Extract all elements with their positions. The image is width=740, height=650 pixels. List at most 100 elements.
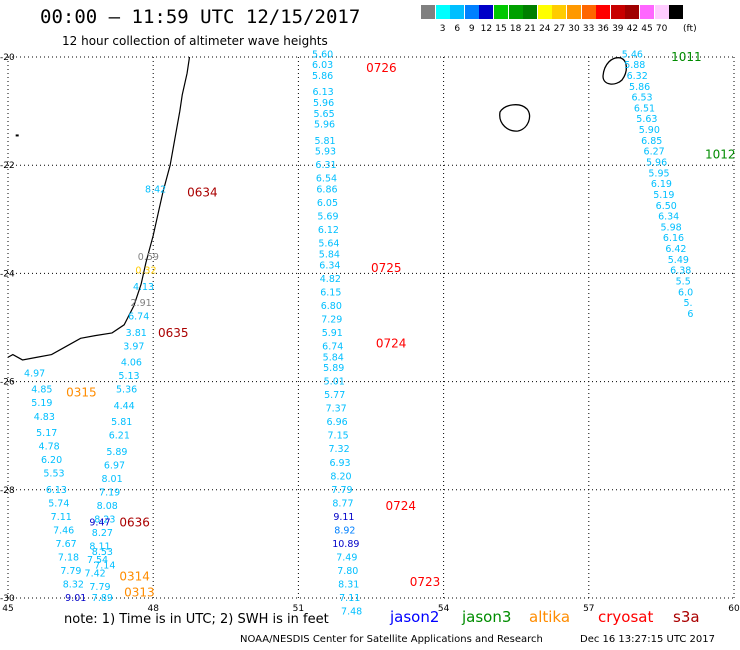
scale-label: 18 — [509, 24, 522, 34]
wave-height-value: 8.23 — [94, 515, 115, 526]
wave-height-value: 4.82 — [320, 274, 341, 285]
pass-label: 0315 — [66, 385, 97, 399]
wave-height-value: 6.50 — [656, 201, 677, 212]
lat-tick-label: -28 — [0, 486, 15, 496]
pass-label: 1012 — [705, 147, 736, 161]
scale-label: 39 — [612, 24, 624, 34]
scale-label: 36 — [597, 24, 609, 34]
wave-height-value: 6.53 — [631, 93, 652, 104]
wave-height-value: 6.19 — [651, 179, 672, 190]
scale-swatch — [537, 5, 552, 19]
lon-tick-label: 48 — [147, 604, 159, 614]
wave-height-value: 6.34 — [319, 260, 340, 271]
pass-label: 0724 — [376, 337, 407, 351]
wave-height-value: 6.21 — [109, 431, 130, 442]
wave-height-value: 5.19 — [31, 398, 52, 409]
wave-height-value: 2.91 — [131, 298, 152, 309]
wave-height-value: 7.29 — [321, 314, 342, 325]
wave-height-value: 7.67 — [56, 539, 77, 550]
wave-height-value: 7.79 — [331, 485, 352, 496]
legend-jason3: jason3 — [462, 608, 512, 626]
wave-height-value: 7.48 — [341, 607, 362, 618]
wave-height-value: 3.81 — [126, 328, 147, 339]
wave-height-value: 8.32 — [63, 579, 84, 590]
wave-height-value: 6.27 — [644, 147, 665, 158]
wave-height-value: 5.46 — [622, 49, 643, 60]
mauritius-island-outline — [602, 57, 628, 85]
wave-height-value: 5.89 — [323, 363, 344, 374]
wave-height-value: 6.12 — [318, 225, 339, 236]
wave-height-value: 6.97 — [104, 460, 125, 471]
wave-height-value: 6.74 — [128, 312, 149, 323]
scale-label: 9 — [468, 24, 475, 34]
wave-height-value: 5.95 — [648, 168, 669, 179]
wave-height-value: 7.14 — [94, 561, 115, 572]
wave-height-value: 4.06 — [121, 358, 142, 369]
scale-label: 15 — [495, 24, 507, 34]
lat-tick-label: -24 — [0, 269, 15, 279]
wave-height-value: 8.27 — [92, 528, 113, 539]
wave-height-value: 4.85 — [31, 385, 52, 396]
scale-label: 21 — [524, 24, 536, 34]
scale-swatch — [654, 5, 669, 19]
wave-height-value: 5.84 — [319, 249, 340, 260]
map-subtitle: 12 hour collection of altimeter wave hei… — [62, 34, 328, 48]
wave-height-value: 6.54 — [316, 174, 337, 185]
scale-swatch — [450, 5, 465, 19]
wave-height-value: 7.42 — [85, 569, 106, 580]
wave-height-value: 5.69 — [317, 212, 338, 223]
wave-height-value: 5.53 — [43, 469, 64, 480]
wave-height-value: 5.86 — [629, 82, 650, 93]
wave-height-value: 7.32 — [328, 444, 349, 455]
scale-label: 6 — [454, 24, 461, 34]
wave-height-value: 5.90 — [639, 125, 660, 136]
wave-height-value: 5.81 — [111, 417, 132, 428]
wave-height-value: 7.49 — [336, 552, 357, 563]
credit-line: NOAA/NESDIS Center for Satellite Applica… — [240, 634, 543, 645]
scale-swatch — [596, 5, 611, 19]
wave-height-value: 6.05 — [317, 198, 338, 209]
wave-height-value: 7.79 — [60, 566, 81, 577]
wave-height-value: 6.86 — [316, 185, 337, 196]
pass-label: 0635 — [158, 326, 189, 340]
scale-swatch — [625, 5, 640, 19]
wave-height-value: 8.42 — [145, 185, 166, 196]
pass-label: 1011 — [671, 50, 702, 64]
wave-height-value: 8.11 — [89, 542, 110, 553]
scale-swatch — [581, 5, 596, 19]
scale-label: 27 — [553, 24, 566, 34]
wave-height-value: 7.54 — [87, 555, 108, 566]
lat-tick-label: -20 — [0, 53, 15, 63]
lat-tick-label: -22 — [0, 161, 15, 171]
pass-label: 0726 — [366, 61, 397, 75]
wave-height-value: 3.97 — [123, 341, 144, 352]
wave-height-value: 6.16 — [663, 233, 684, 244]
legend-cryosat: cryosat — [598, 608, 654, 626]
wave-height-value: 6.80 — [321, 301, 342, 312]
wave-height-value: 5.65 — [313, 109, 334, 120]
scale-swatch — [479, 5, 494, 19]
scale-label: 70 — [655, 24, 668, 34]
legend-s3a: s3a — [673, 608, 700, 626]
scale-swatch — [669, 5, 684, 19]
wave-height-value: 9.11 — [333, 512, 354, 523]
wave-height-value: 9.01 — [65, 593, 86, 604]
wave-height-value: 5.63 — [636, 114, 657, 125]
wave-height-value: 6.15 — [320, 287, 341, 298]
pass-label: 0634 — [187, 185, 218, 199]
wave-height-value: 7.79 — [89, 582, 110, 593]
wave-height-value: 6.42 — [665, 244, 686, 255]
reunion-island-outline — [499, 104, 531, 132]
scale-swatch — [552, 5, 567, 19]
footer-note: note: 1) Time is in UTC; 2) SWH is in fe… — [64, 612, 329, 627]
wave-height-value: 7.11 — [51, 512, 72, 523]
wave-height-value: 5.96 — [314, 120, 335, 131]
wave-height-value: 6.03 — [312, 60, 333, 71]
scale-label: 3 — [439, 24, 446, 34]
wave-height-value: 5.96 — [313, 98, 334, 109]
scale-swatch — [523, 5, 538, 19]
wave-height-value: 0.59 — [138, 252, 159, 263]
wave-height-value: 7.37 — [326, 404, 347, 415]
legend-jason2: jason2 — [390, 608, 440, 626]
madagascar-coastline — [7, 56, 191, 361]
